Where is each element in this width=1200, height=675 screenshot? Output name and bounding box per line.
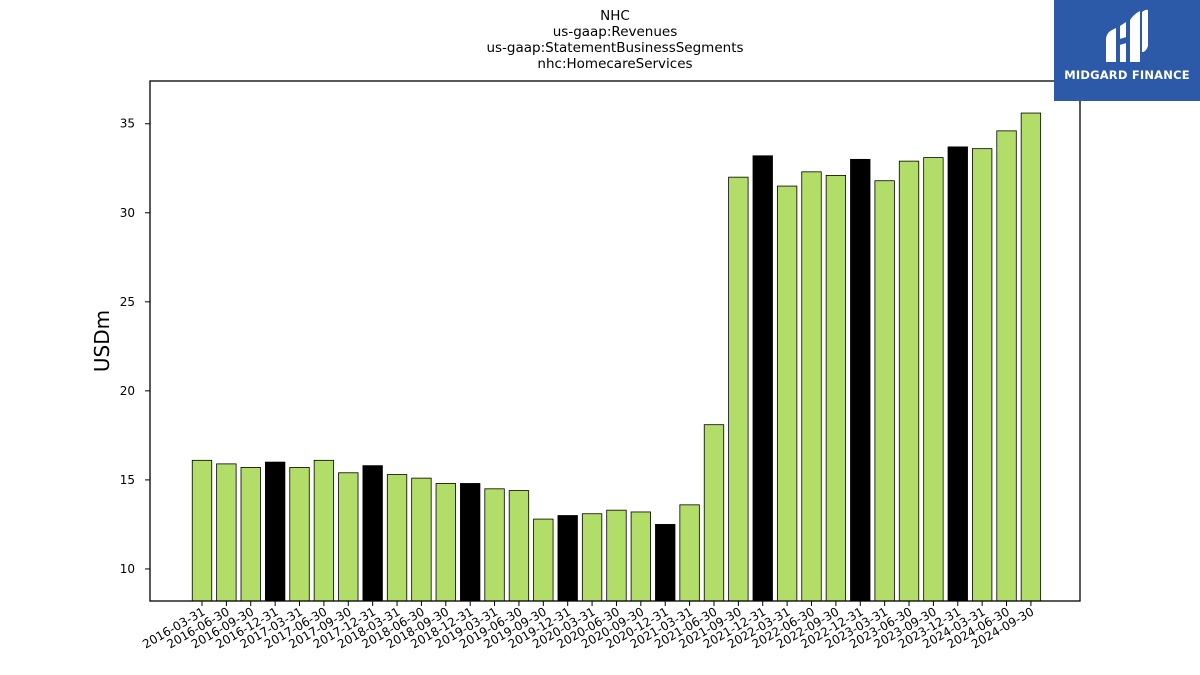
bar [898, 160, 920, 602]
y-axis-label: USDm [90, 310, 114, 372]
bar [338, 472, 359, 602]
bar [679, 504, 700, 602]
y-tick-label: 35 [120, 117, 135, 131]
bar [508, 490, 530, 602]
bar [362, 465, 383, 602]
midgard-finance-logo: MIDGARD FINANCE [1054, 0, 1200, 101]
bar [264, 461, 286, 602]
logo-mark-icon [1106, 9, 1148, 62]
bar [606, 509, 627, 602]
bar [728, 176, 749, 602]
logo-text: MIDGARD FINANCE [1064, 68, 1190, 82]
y-tick-label: 15 [120, 473, 135, 487]
bar [630, 511, 651, 602]
bar [313, 459, 335, 602]
bar [435, 483, 456, 602]
bar [972, 148, 993, 602]
bar [191, 459, 213, 602]
bar [655, 524, 676, 602]
y-axis-ticks: 10 15 20 25 30 35 [120, 117, 150, 576]
y-tick-label: 10 [120, 562, 135, 576]
bar [923, 157, 944, 602]
bar [289, 467, 310, 602]
bar [216, 463, 237, 602]
bar [947, 146, 968, 602]
bar [703, 424, 725, 602]
plot-frame [149, 80, 1081, 602]
bar [850, 158, 871, 602]
x-axis-ticks: 2016-03-312016-06-302016-09-302016-12-31… [140, 601, 1036, 651]
y-tick-label: 20 [120, 384, 135, 398]
y-tick-label: 25 [120, 295, 135, 309]
bar [484, 488, 505, 602]
bar [825, 174, 847, 602]
chart-title: NHCus-gaap:Revenuesus-gaap:StatementBusi… [486, 8, 743, 72]
title-line: nhc:HomecareServices [537, 56, 692, 72]
bar [533, 518, 554, 602]
title-line: NHC [600, 8, 630, 24]
bar [1020, 112, 1042, 602]
bar [776, 185, 798, 602]
bar [874, 180, 895, 602]
bar [581, 513, 603, 602]
y-tick-label: 30 [120, 206, 135, 220]
bar [996, 130, 1017, 602]
bar [411, 477, 432, 602]
bar [557, 515, 578, 602]
title-line: us-gaap:StatementBusinessSegments [486, 40, 743, 56]
bar [386, 474, 408, 602]
bar [240, 467, 261, 602]
bar [801, 171, 822, 602]
bar [460, 483, 481, 602]
bar [752, 155, 773, 602]
bars [191, 112, 1042, 602]
title-line: us-gaap:Revenues [553, 24, 678, 40]
